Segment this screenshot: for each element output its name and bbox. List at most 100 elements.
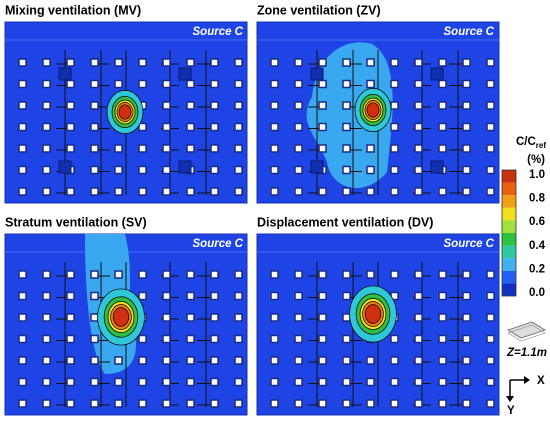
sensor xyxy=(414,334,423,344)
sensor xyxy=(234,122,243,132)
sensor xyxy=(186,122,195,132)
sensor xyxy=(342,291,351,301)
sensor xyxy=(414,291,423,301)
sensor xyxy=(414,313,423,322)
sensor xyxy=(42,377,51,387)
diffuser xyxy=(178,67,192,81)
sensor xyxy=(486,122,495,132)
diffuser xyxy=(430,160,444,174)
sensor xyxy=(294,356,303,365)
sensor xyxy=(294,79,303,89)
sensor xyxy=(294,313,303,322)
sensor xyxy=(342,58,351,67)
sensor xyxy=(294,270,303,279)
sensor xyxy=(294,334,303,344)
sensor xyxy=(210,122,219,132)
sensor xyxy=(342,399,351,408)
sensor xyxy=(186,291,195,301)
sensor xyxy=(462,377,471,387)
sensor xyxy=(270,144,279,153)
sensor xyxy=(18,122,27,132)
colorbar-title: C/Cref xyxy=(516,136,546,150)
sensor xyxy=(114,399,123,408)
sensor xyxy=(294,377,303,387)
sensor xyxy=(438,334,447,344)
sensor xyxy=(162,122,171,132)
panel-title: Zone ventilation (ZV) xyxy=(257,3,381,17)
sensor xyxy=(234,291,243,301)
sensor xyxy=(342,101,351,110)
sensor xyxy=(270,101,279,110)
sensor xyxy=(42,58,51,67)
sensor xyxy=(162,377,171,387)
sensor xyxy=(162,399,171,408)
sensor xyxy=(462,356,471,365)
colorbar: 1.0 0.8 0.6 0.4 0.2 0.0 xyxy=(501,169,546,299)
sensor xyxy=(66,144,75,153)
sensor xyxy=(318,377,327,387)
sensor xyxy=(414,101,423,110)
sensor xyxy=(438,377,447,387)
sensor xyxy=(138,122,147,132)
sensor xyxy=(66,313,75,322)
sensor xyxy=(18,165,27,175)
sensor xyxy=(186,334,195,344)
sensor xyxy=(42,79,51,89)
panel-title: Mixing ventilation (MV) xyxy=(5,3,141,17)
sensor xyxy=(390,165,399,175)
sensor xyxy=(234,58,243,67)
sensor xyxy=(138,144,147,153)
sensor xyxy=(270,270,279,279)
sensor xyxy=(414,356,423,365)
sensor xyxy=(342,356,351,365)
sensor xyxy=(18,270,27,279)
sensor xyxy=(66,399,75,408)
sensor xyxy=(318,356,327,365)
sensor xyxy=(342,165,351,175)
sensor xyxy=(342,313,351,322)
sensor xyxy=(486,291,495,301)
sensor xyxy=(294,144,303,153)
sensor xyxy=(90,187,99,196)
sensor xyxy=(294,101,303,110)
sensor xyxy=(42,101,51,110)
y-axis-label: Y xyxy=(507,405,515,417)
sensor xyxy=(186,377,195,387)
sensor xyxy=(414,377,423,387)
sensor xyxy=(438,291,447,301)
sensor xyxy=(438,144,447,153)
sensor xyxy=(438,399,447,408)
sensor xyxy=(342,187,351,196)
sensor xyxy=(162,187,171,196)
sensor xyxy=(210,291,219,301)
sensor xyxy=(90,334,99,344)
sensor xyxy=(486,101,495,110)
sensor xyxy=(90,356,99,365)
source-label: Source C xyxy=(444,238,495,250)
colorbar-tick-label: 0.0 xyxy=(529,287,545,299)
sensor xyxy=(90,399,99,408)
sensor xyxy=(210,79,219,89)
axes-icon xyxy=(506,376,530,402)
colorbar-frame xyxy=(501,169,517,297)
sensor xyxy=(342,79,351,89)
colorbar-step xyxy=(502,233,516,246)
sensor xyxy=(438,356,447,365)
sensor xyxy=(42,313,51,322)
sensor xyxy=(462,399,471,408)
sensor xyxy=(270,79,279,89)
sensor xyxy=(234,356,243,365)
sensor xyxy=(414,270,423,279)
source-label: Source C xyxy=(444,26,495,38)
sensor xyxy=(390,122,399,132)
sensor xyxy=(234,187,243,196)
sensor xyxy=(162,165,171,175)
colorbar-step xyxy=(502,207,516,221)
sensor xyxy=(270,291,279,301)
sensor xyxy=(66,270,75,279)
sensor xyxy=(66,58,75,67)
sensor xyxy=(42,144,51,153)
sensor xyxy=(138,270,147,279)
sensor xyxy=(414,58,423,67)
